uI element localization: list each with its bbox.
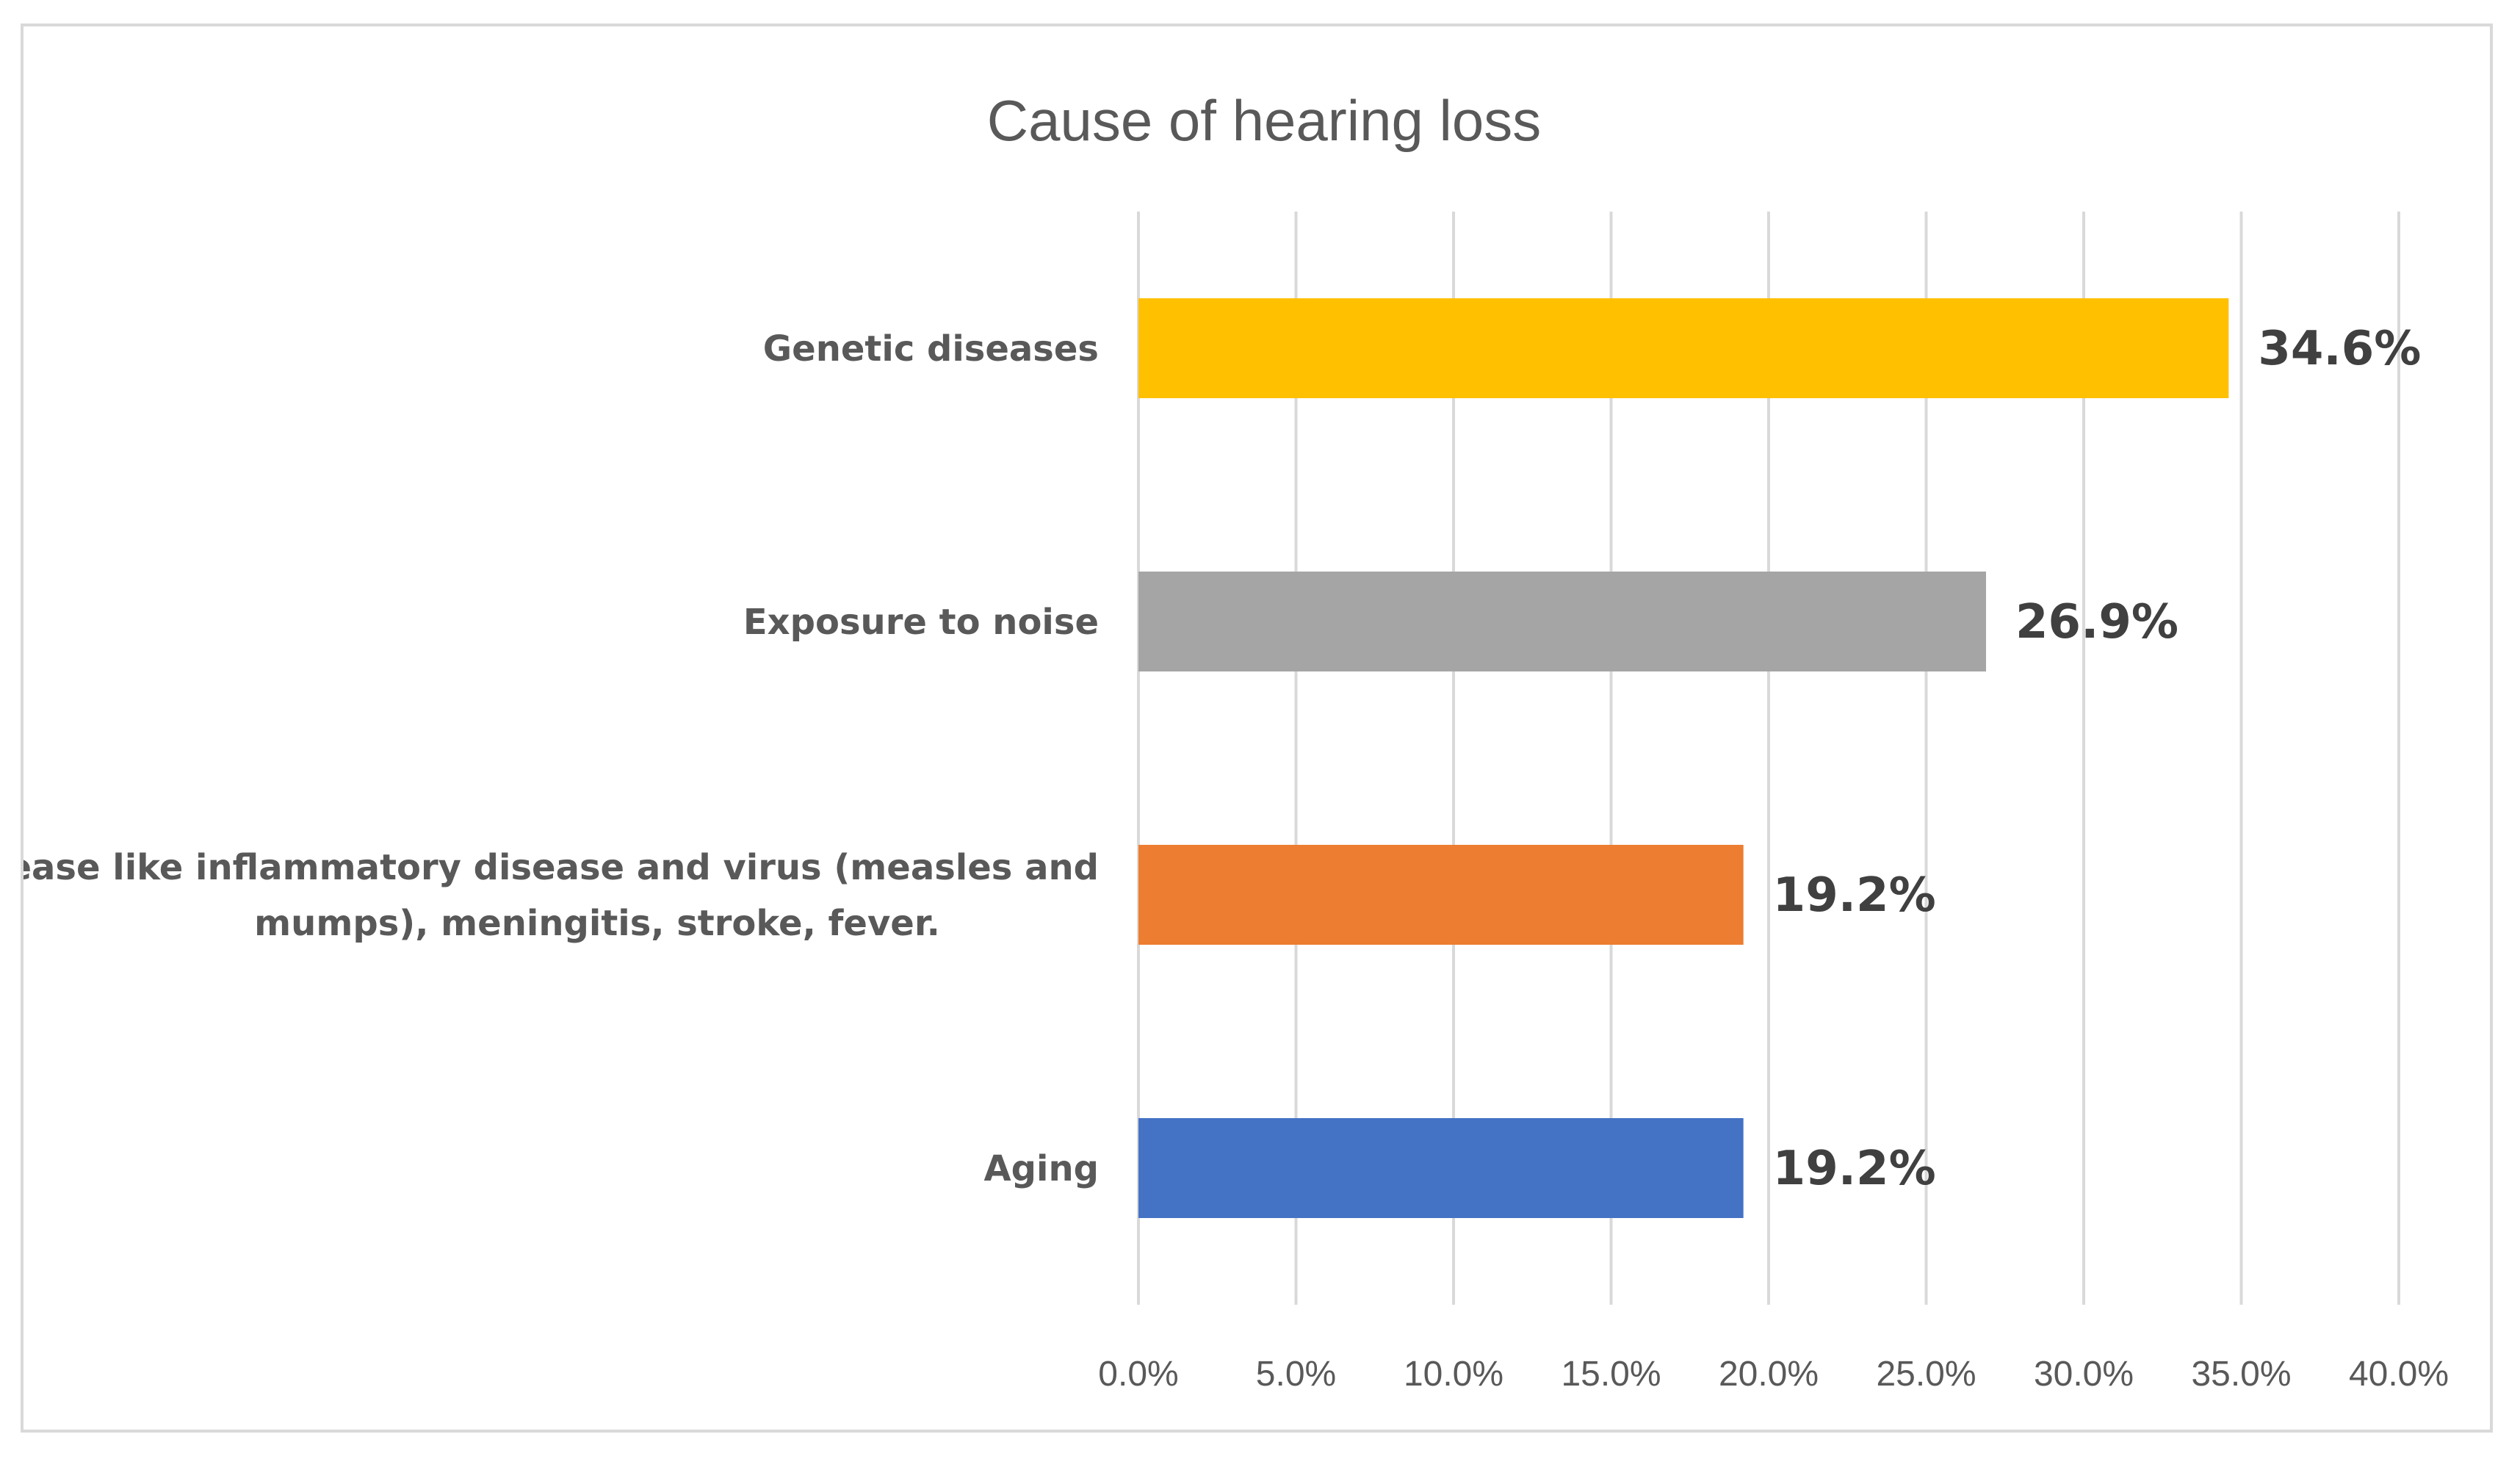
bar <box>1138 1118 1744 1218</box>
data-label: 19.2% <box>1773 1142 1936 1196</box>
category-labels: Genetic diseases Exposure to noise Disease… <box>24 328 1099 1189</box>
bar <box>1138 845 1744 945</box>
category-label: Exposure to noise <box>743 602 1099 643</box>
x-tick-label: 20.0% <box>1719 1355 1819 1394</box>
data-label: 34.6% <box>2258 322 2421 376</box>
chart-area: Cause of hearing loss Genetic diseases Ex… <box>24 88 2449 1394</box>
x-tick-label: 25.0% <box>1876 1355 1976 1394</box>
x-tick-label: 15.0% <box>1561 1355 1661 1394</box>
chart-frame: Cause of hearing loss Genetic diseases Ex… <box>21 24 2493 1433</box>
x-tick-label: 30.0% <box>2034 1355 2134 1394</box>
bar <box>1138 298 2229 398</box>
category-label: mumps), meningitis, stroke, fever. <box>254 903 940 944</box>
bar <box>1138 572 1987 671</box>
bars <box>1138 298 2229 1218</box>
x-tick-label: 40.0% <box>2349 1355 2449 1394</box>
x-tick-label: 5.0% <box>1256 1355 1336 1394</box>
x-axis-ticks: 0.0% 5.0% 10.0% 15.0% 20.0% 25.0% 30.0% 35.0% 40… <box>1098 1355 2449 1394</box>
category-label: Disease like inflammatory disease and vi… <box>24 847 1099 888</box>
x-tick-label: 10.0% <box>1404 1355 1503 1394</box>
data-label: 19.2% <box>1773 868 1936 923</box>
category-label: Aging <box>984 1148 1100 1189</box>
x-tick-label: 0.0% <box>1098 1355 1178 1394</box>
category-label: Genetic diseases <box>763 328 1099 370</box>
data-label: 26.9% <box>2015 595 2178 649</box>
chart-title: Cause of hearing loss <box>987 88 1541 153</box>
x-tick-label: 35.0% <box>2191 1355 2291 1394</box>
value-labels: 34.6% 26.9% 19.2% 19.2% <box>1773 322 2422 1196</box>
